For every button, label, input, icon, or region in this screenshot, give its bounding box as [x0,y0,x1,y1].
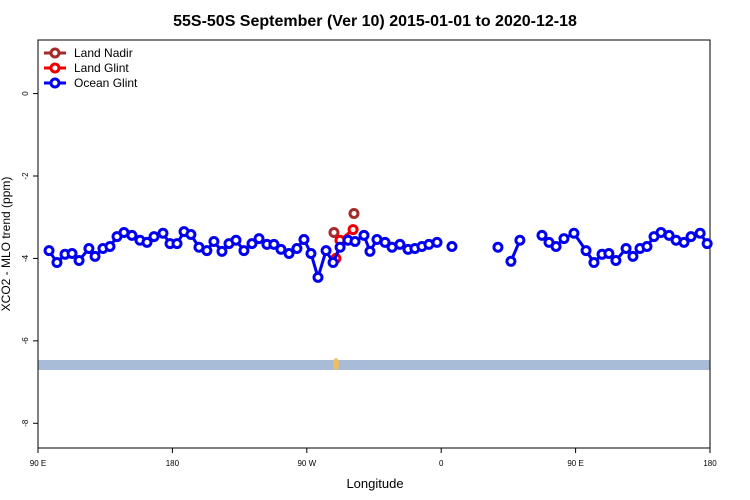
data-point [536,229,548,241]
data-point [394,238,406,250]
y-tick-label: 0 [21,91,30,96]
data-point [141,236,153,248]
data-point [588,257,600,269]
data-point [348,208,360,220]
legend-label: Ocean Glint [74,76,138,90]
data-point [379,236,391,248]
data-point [641,240,653,252]
data-point [505,255,517,267]
data-point [603,247,615,259]
data-point [51,257,63,269]
data-point [678,236,690,248]
legend-marker [49,62,61,74]
data-point [550,240,562,252]
legend-marker [49,77,61,89]
legend-marker [49,47,61,59]
data-point [364,245,376,257]
data-point [268,238,280,250]
data-point [216,245,228,257]
map-strip [38,360,710,370]
data-point [663,229,675,241]
data-point [349,236,361,248]
data-point [201,245,213,257]
data-point [492,241,504,253]
data-point [327,257,339,269]
data-point [230,234,242,246]
x-tick-label: 0 [439,459,444,468]
data-point [312,271,324,283]
y-tick-label: -6 [21,337,30,345]
y-tick-label: -4 [21,254,30,262]
data-point [83,243,95,255]
data-point [514,234,526,246]
data-point [627,250,639,262]
data-point [253,233,265,245]
data-point [238,245,250,257]
data-point [610,254,622,266]
x-tick-label: 180 [703,459,717,468]
x-tick-label: 90 E [30,459,46,468]
data-point [171,238,183,250]
y-tick-label: -8 [21,419,30,427]
data-point [446,240,458,252]
data-point [126,229,138,241]
data-point [558,233,570,245]
data-point [73,254,85,266]
x-tick-label: 180 [166,459,180,468]
x-tick-label: 90 E [567,459,583,468]
x-axis-label: Longitude [346,476,403,491]
data-point [66,247,78,259]
data-point [305,247,317,259]
data-point [89,250,101,262]
data-point [431,236,443,248]
y-axis-label: XCO2 - MLO trend (ppm) [0,177,13,312]
data-point [104,240,116,252]
data-point [694,227,706,239]
data-point [185,229,197,241]
data-point [568,227,580,239]
data-point [43,245,55,257]
data-point [298,233,310,245]
data-point [328,226,340,238]
data-point [685,231,697,243]
data-point [291,243,303,255]
data-point [148,231,160,243]
data-point [334,241,346,253]
data-point [358,229,370,241]
data-point [620,243,632,255]
x-tick-label: 90 W [297,459,316,468]
legend-label: Land Nadir [74,46,133,60]
data-point [246,238,258,250]
data-point [580,245,592,257]
data-point [275,243,287,255]
y-tick-label: -2 [21,172,30,180]
chart-title: 55S-50S September (Ver 10) 2015-01-01 to… [173,13,577,30]
data-point [208,236,220,248]
legend-label: Land Glint [74,61,129,75]
data-point [701,238,713,250]
data-point [347,224,359,236]
data-point [320,245,332,257]
data-point [157,227,169,239]
data-point [283,247,295,259]
map-land [333,358,339,370]
